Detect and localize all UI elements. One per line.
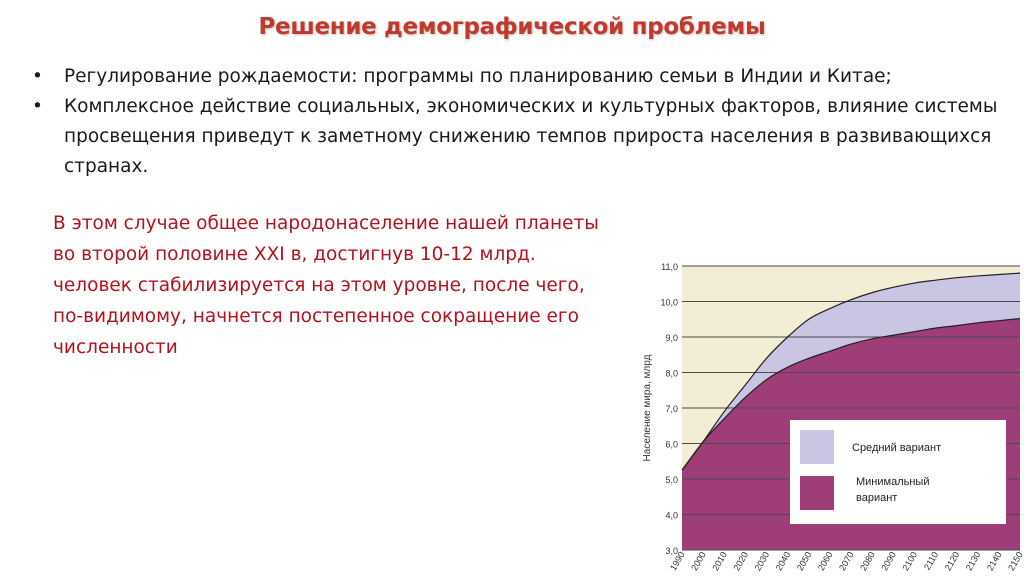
y-tick-label: 5,0 <box>665 475 678 485</box>
x-tick-label: 2030 <box>753 550 772 572</box>
bullet-text: Комплексное действие социальных, экономи… <box>64 96 998 177</box>
y-tick-label: 11,0 <box>661 262 678 272</box>
legend-label-minimal-line2: вариант <box>856 492 897 504</box>
x-tick-label: 2090 <box>879 550 898 572</box>
y-tick-label: 4,0 <box>665 511 678 521</box>
x-tick-label: 2000 <box>689 550 708 572</box>
legend-swatch-medium <box>800 430 834 464</box>
x-tick-label: 2110 <box>922 550 940 572</box>
slide-title: Решение демографической проблемы <box>258 14 766 40</box>
x-tick-label: 2040 <box>774 550 793 572</box>
bullet-list: • Регулирование рождаемости: программы п… <box>32 62 1012 182</box>
x-tick-label: 2120 <box>943 550 962 572</box>
x-tick-label: 2020 <box>731 550 750 572</box>
x-tick-label: 2140 <box>985 550 1004 572</box>
legend-label-medium: Средний вариант <box>852 442 941 454</box>
x-tick-label: 2080 <box>858 550 877 572</box>
y-tick-label: 7,0 <box>665 404 678 414</box>
series-line-medium <box>681 272 1021 471</box>
y-tick-label: 8,0 <box>665 369 678 379</box>
y-tick-label: 3,0 <box>665 546 678 556</box>
x-tick-label: 2130 <box>964 550 983 572</box>
bullet-text: Регулирование рождаемости: программы по … <box>64 66 892 87</box>
highlight-paragraph: В этом случае общее народонаселение наше… <box>53 213 599 358</box>
x-tick-label: 2150 <box>1006 550 1024 572</box>
y-tick-label: 9,0 <box>665 333 678 343</box>
y-tick-label: 6,0 <box>665 440 678 450</box>
bullet-marker: • <box>32 66 43 87</box>
series-line-minimal <box>681 317 1021 471</box>
x-tick-label: 2050 <box>795 550 814 572</box>
x-tick-label: 2010 <box>710 550 729 572</box>
legend-swatch-minimal <box>800 476 834 510</box>
y-axis-label: Население мира, млрд <box>642 354 653 461</box>
legend-label-minimal: Минимальный <box>856 476 929 488</box>
x-tick-label: 2100 <box>900 550 919 572</box>
x-tick-label: 2060 <box>816 550 835 572</box>
x-tick-label: 2070 <box>837 550 856 572</box>
bullet-marker: • <box>32 96 43 117</box>
bullet-item: • Комплексное действие социальных, эконо… <box>32 92 1012 182</box>
bullet-item: • Регулирование рождаемости: программы п… <box>32 62 1012 92</box>
y-tick-label: 10,0 <box>660 298 678 308</box>
